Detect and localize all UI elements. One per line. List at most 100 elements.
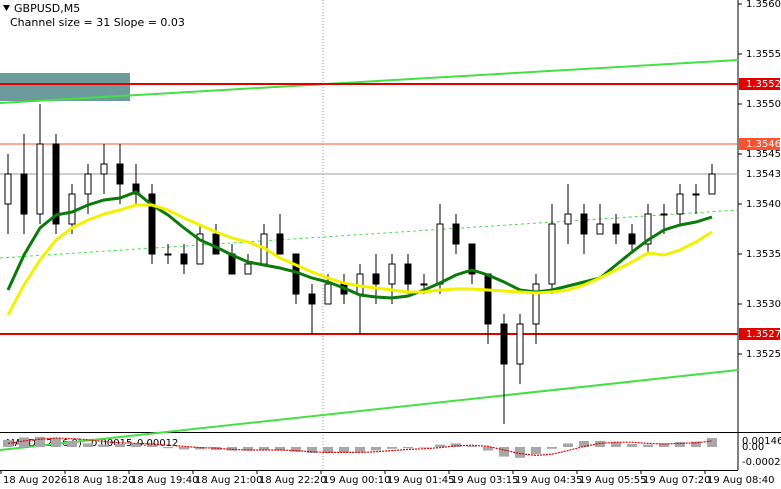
candle-body (180, 253, 188, 265)
macd-main-value: 0.00015 (91, 438, 132, 449)
macd-bar (307, 447, 317, 453)
macd-bar (99, 444, 109, 447)
x-tick-label: 19 Aug 03:15 (451, 475, 518, 486)
candle-body (452, 223, 460, 245)
candle-body (388, 263, 396, 285)
candle-body (148, 193, 156, 255)
macd-bar (339, 447, 349, 453)
x-tick-label: 19 Aug 04:35 (515, 475, 582, 486)
level-label: 1.3543 (746, 169, 781, 180)
macd-bar (675, 442, 685, 447)
candle-body (276, 233, 284, 255)
candle-body (548, 223, 556, 285)
channel-line-lower (0, 369, 739, 451)
x-tick-label: 18 Aug 2026 (3, 475, 67, 486)
macd-bar (291, 447, 301, 452)
candle-body (404, 263, 412, 285)
candle-body (564, 213, 572, 225)
candle-body (420, 283, 428, 286)
macd-bar (563, 443, 573, 447)
candle-body (580, 213, 588, 235)
macd-bar (515, 447, 525, 458)
candle-body (692, 193, 700, 196)
candle-body (372, 273, 380, 285)
y-tick-label: 1.3555 (746, 49, 781, 60)
macd-bar (659, 443, 669, 447)
macd-signal (7, 437, 713, 457)
candle-body (52, 143, 60, 225)
candle-body (164, 253, 172, 256)
candle-body (196, 233, 204, 265)
macd-bar (691, 441, 701, 447)
candle-body (612, 223, 620, 235)
candle-body (84, 173, 92, 195)
candle-body (660, 213, 668, 216)
macd-signal-value: 0.00012 (137, 438, 178, 449)
level-label-box (739, 328, 780, 340)
y-tick-label: 1.3535 (746, 249, 781, 260)
chart-subtitle: Channel size = 31 Slope = 0.03 (10, 16, 185, 29)
x-tick-label: 19 Aug 00:10 (323, 475, 390, 486)
macd-bar (643, 444, 653, 447)
candle-body (132, 183, 140, 195)
candle-body (36, 143, 44, 215)
x-tick-label: 19 Aug 07:20 (643, 475, 710, 486)
candle-body (4, 173, 12, 205)
macd-bar (19, 437, 29, 447)
macd-bar (451, 443, 461, 447)
level-label-box (739, 78, 780, 90)
candle-body (20, 173, 28, 215)
y-tick-label: 1.3525 (746, 349, 781, 360)
chart-title: GBPUSD,M5 (14, 2, 80, 15)
symbol-icon (3, 5, 10, 11)
candle-body (628, 233, 636, 245)
macd-bar (259, 447, 269, 450)
channel-line-upper (0, 59, 739, 104)
level-label-box (739, 168, 780, 180)
y-tick-label: 1.3545 (746, 149, 781, 160)
macd-bar (131, 443, 141, 447)
candle-body (212, 233, 220, 255)
level-label: 1.3527 (746, 329, 781, 340)
macd-bar (115, 444, 125, 447)
candle-body (324, 283, 332, 305)
macd-bar (579, 441, 589, 447)
macd-bar (435, 444, 445, 447)
candle-body (644, 213, 652, 245)
x-tick-label: 18 Aug 18:20 (67, 475, 134, 486)
macd-axis-label: 0.00 (742, 442, 764, 453)
x-tick-label: 19 Aug 08:40 (707, 475, 774, 486)
macd-bar (387, 447, 397, 449)
moving-average (6, 203, 713, 316)
x-tick-label: 19 Aug 01:45 (387, 475, 454, 486)
x-tick-label: 18 Aug 19:40 (131, 475, 198, 486)
macd-bar (531, 447, 541, 455)
macd-bar (627, 444, 637, 447)
candle-body (468, 243, 476, 275)
candle-body (356, 273, 364, 295)
x-tick-label: 18 Aug 22:20 (259, 475, 326, 486)
macd-bar (67, 441, 77, 447)
macd-bar (707, 438, 717, 447)
candle-body (484, 273, 492, 325)
candle-body (676, 193, 684, 215)
level-label: 1.3552 (746, 79, 781, 90)
macd-bar (147, 445, 157, 447)
macd-axis-label: 0.00146 (742, 436, 781, 447)
macd-bar (499, 447, 509, 457)
x-tick-label: 18 Aug 21:00 (195, 475, 262, 486)
level-label-box (739, 138, 780, 150)
macd-bar (483, 447, 493, 451)
candle-body (596, 223, 604, 235)
macd-bar (275, 447, 285, 451)
macd-bar (163, 447, 173, 449)
candle-body (436, 223, 444, 285)
macd-bar (547, 447, 557, 449)
candle-body (500, 323, 508, 365)
candle-body (516, 323, 524, 365)
y-tick-label: 1.3550 (746, 99, 781, 110)
candle-body (708, 173, 716, 195)
macd-bar (227, 447, 237, 451)
x-tick-label: 19 Aug 05:55 (579, 475, 646, 486)
